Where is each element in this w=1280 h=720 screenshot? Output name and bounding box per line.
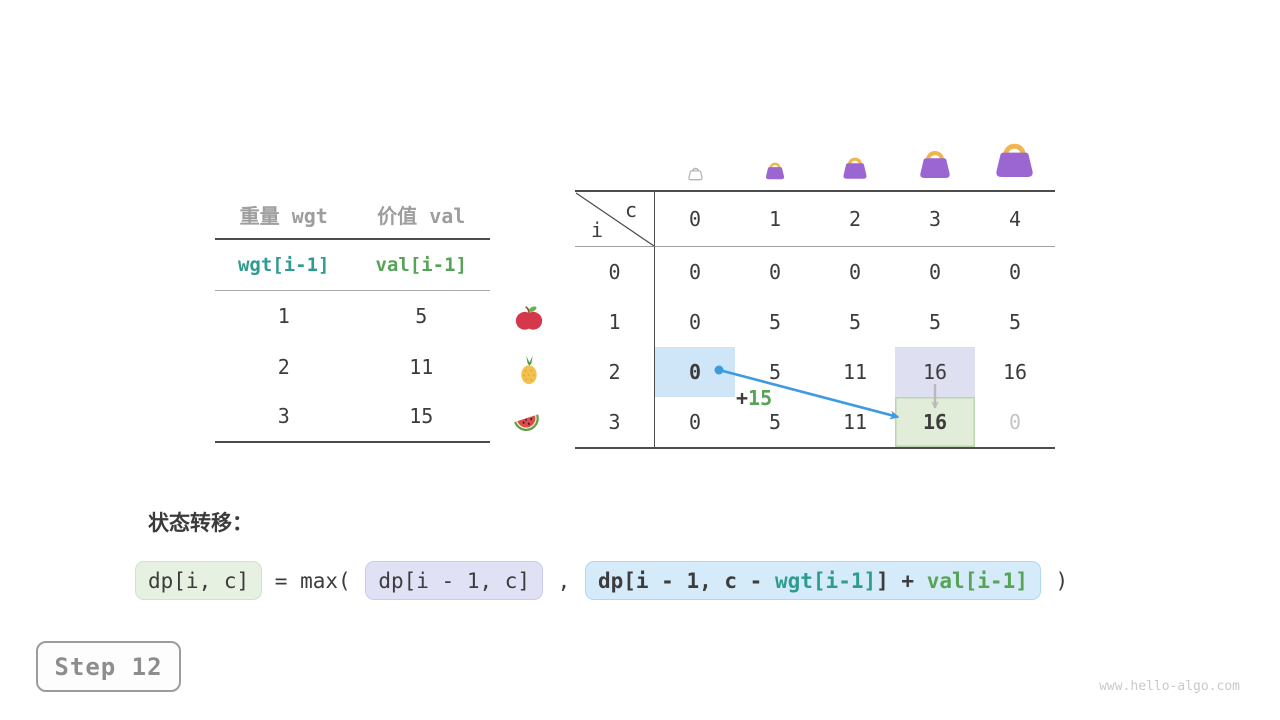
weight-column-header: 重量 wgt [239, 203, 328, 228]
item-2-weight: 2 [277, 354, 290, 379]
item-row-2: 2 11 [215, 342, 490, 393]
formula-arg2-box: dp[i - 1, c - wgt[i-1]] + val[i-1] [584, 561, 1041, 600]
dp-cell-r3c0: 0 [688, 410, 702, 434]
value-symbol: val[i-1] [375, 254, 467, 276]
bag-icon-capacity-0 [688, 167, 703, 181]
item-3-value: 15 [409, 404, 434, 429]
dp-cell-r0c3: 0 [928, 260, 942, 284]
corner-capacity-var: c [624, 198, 637, 222]
item-row-1: 1 5 [215, 291, 490, 342]
col-header-c3: 3 [895, 192, 975, 247]
formula-close-paren: ) [1042, 568, 1069, 593]
value-column-header: 价值 val [377, 203, 466, 228]
dp-cell-r3c3-result-highlight: 16 [895, 397, 975, 447]
corner-item-var: i [591, 218, 604, 242]
bag-icon-capacity-2 [843, 157, 867, 179]
dp-cell-r1c2: 5 [848, 310, 862, 334]
row-header-i1: 1 [575, 297, 655, 347]
arg2-wgt-term: wgt[i-1] [774, 568, 877, 593]
dp-cell-r1c0: 0 [688, 310, 702, 334]
item-1-weight: 1 [277, 304, 290, 329]
col-header-c0: 0 [655, 192, 735, 247]
dp-table: c i 0 1 2 3 4 0 0 0 0 0 0 1 0 5 5 5 5 2 … [575, 190, 1055, 449]
transition-heading: 状态转移： [148, 511, 253, 535]
bag-icon-capacity-4 [996, 143, 1033, 178]
item-3-weight: 3 [277, 404, 290, 429]
dp-cell-r2c4: 16 [1002, 360, 1028, 384]
item-2-value: 11 [409, 354, 434, 379]
formula-arg1-box: dp[i - 1, c] [365, 561, 544, 600]
transition-formula: dp[i, c] = max( dp[i - 1, c] , dp[i - 1,… [135, 561, 1068, 600]
dp-cell-r2c0-source-highlight: 0 [655, 347, 735, 397]
weight-symbol: wgt[i-1] [237, 254, 330, 276]
formula-eq-max: = max( [262, 568, 364, 593]
pineapple-icon [521, 355, 537, 385]
dp-cell-r2c3-compare-highlight: 16 [895, 347, 975, 397]
dp-cell-r3c2: 11 [842, 410, 868, 434]
row-header-i2: 2 [575, 347, 655, 397]
col-header-c2: 2 [815, 192, 895, 247]
dp-table-corner-cell: c i [575, 192, 655, 247]
col-header-c1: 1 [735, 192, 815, 247]
apple-icon [515, 306, 543, 330]
item-1-value: 5 [415, 304, 428, 329]
dp-cell-r0c4: 0 [1008, 260, 1022, 284]
dp-cell-r2c2: 11 [842, 360, 868, 384]
arg2-mid: ] + [876, 568, 927, 593]
bag-icon-capacity-1 [765, 162, 785, 180]
gain-value: 15 [748, 386, 773, 410]
dp-cell-r0c1: 0 [768, 260, 782, 284]
items-table: 重量 wgt 价值 val wgt[i-1] val[i-1] 1 5 2 11… [215, 190, 490, 443]
items-table-header-row: 重量 wgt 价值 val [215, 190, 490, 240]
dp-cell-r0c2: 0 [848, 260, 862, 284]
value-gain-annotation: +15 [736, 386, 772, 410]
items-table-symbol-row: wgt[i-1] val[i-1] [215, 240, 490, 291]
dp-cell-r1c4: 5 [1008, 310, 1022, 334]
plus-sign: + [736, 386, 749, 410]
dp-cell-r0c0: 0 [688, 260, 702, 284]
formula-comma: , [545, 568, 583, 593]
row-header-i0: 0 [575, 247, 655, 297]
dp-cell-r1c1: 5 [768, 310, 782, 334]
corner-diagonal-line [575, 192, 655, 247]
watermark: www.hello-algo.com [1099, 679, 1240, 694]
formula-lhs-box: dp[i, c] [135, 561, 263, 600]
col-header-c4: 4 [975, 192, 1055, 247]
watermelon-icon [514, 414, 539, 431]
dp-cell-r3c4: 0 [1008, 410, 1022, 434]
item-row-3: 3 15 [215, 392, 490, 443]
bag-icon-capacity-3 [920, 151, 950, 178]
dp-cell-r1c3: 5 [928, 310, 942, 334]
arg2-val-term: val[i-1] [926, 568, 1028, 593]
row-header-i3: 3 [575, 397, 655, 447]
arg2-prefix: dp[i - 1, c - [597, 568, 775, 593]
step-badge: Step 12 [36, 641, 181, 692]
